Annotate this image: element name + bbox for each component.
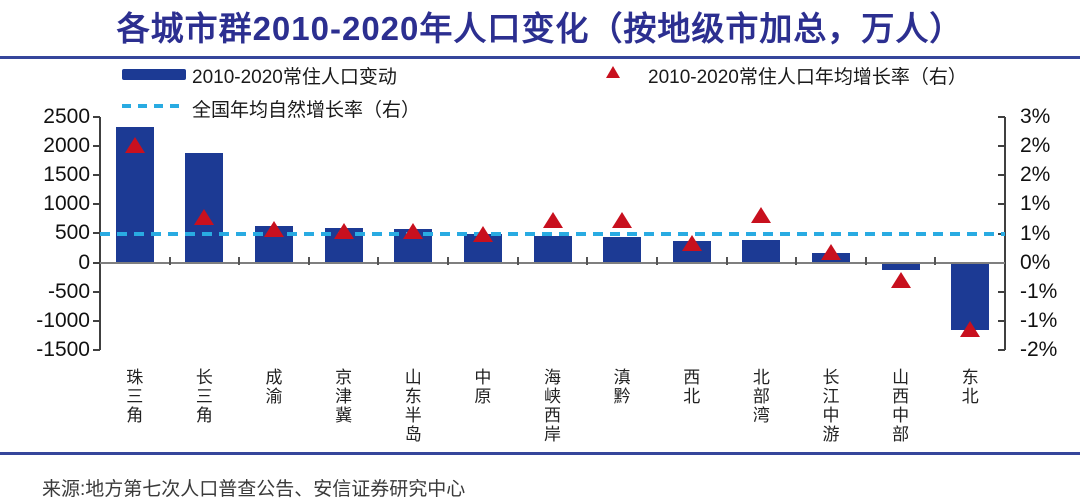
category-label: 中 原 bbox=[474, 368, 492, 406]
chart-title: 各城市群2010-2020年人口变化（按地级市加总，万人） bbox=[116, 10, 964, 47]
right-axis-tick bbox=[998, 174, 1005, 177]
category-label: 长 三 角 bbox=[195, 368, 213, 425]
right-axis-tick-label: 2% bbox=[1020, 163, 1051, 187]
category-boundary-tick bbox=[447, 256, 450, 265]
category-label: 山 东 半 岛 bbox=[404, 368, 422, 444]
right-axis-tick-label: 1% bbox=[1020, 221, 1051, 245]
category-boundary-tick bbox=[168, 256, 171, 265]
growth-rate-marker bbox=[194, 209, 215, 226]
category-label: 北 部 湾 bbox=[752, 368, 770, 425]
left-axis-tick-label: 500 bbox=[54, 221, 90, 245]
category-label: 山 西 中 部 bbox=[892, 368, 910, 444]
left-axis-tick bbox=[93, 145, 100, 148]
growth-rate-marker bbox=[960, 321, 981, 338]
title-divider-line bbox=[0, 56, 1080, 59]
bar bbox=[881, 262, 920, 270]
category-label: 京 津 冀 bbox=[335, 368, 353, 425]
right-axis-tick-label: 2% bbox=[1020, 134, 1051, 158]
left-axis-tick bbox=[93, 261, 100, 264]
right-axis-tick bbox=[998, 145, 1005, 148]
category-label: 长 江 中 游 bbox=[822, 368, 840, 444]
legend-triangle-icon bbox=[606, 66, 620, 78]
right-axis-tick bbox=[998, 116, 1005, 118]
bar bbox=[742, 239, 781, 263]
left-axis-tick bbox=[93, 115, 100, 118]
right-axis-tick bbox=[998, 203, 1005, 206]
right-axis-tick-label: -1% bbox=[1020, 308, 1058, 332]
growth-rate-marker bbox=[124, 136, 145, 153]
right-axis-tick-label: 1% bbox=[1020, 192, 1051, 216]
growth-rate-marker bbox=[264, 220, 285, 237]
category-boundary-tick bbox=[377, 256, 380, 265]
left-axis-tick-label: 1000 bbox=[43, 192, 90, 216]
category-boundary-tick bbox=[864, 256, 867, 265]
growth-rate-marker bbox=[612, 211, 633, 228]
right-axis-line bbox=[1004, 117, 1006, 350]
category-boundary-tick bbox=[238, 256, 241, 265]
growth-rate-marker bbox=[890, 272, 911, 289]
category-label: 东 北 bbox=[961, 368, 979, 406]
right-axis-tick-label: 3% bbox=[1020, 105, 1051, 128]
right-axis-tick-label: -2% bbox=[1020, 338, 1058, 361]
left-axis-tick-label: 1500 bbox=[43, 163, 90, 187]
category-label: 成 渝 bbox=[265, 368, 283, 406]
category-label: 西 北 bbox=[683, 368, 701, 406]
left-axis-tick-label: -1500 bbox=[36, 337, 90, 361]
legend-bar-label: 2010-2020常住人口变动 bbox=[192, 67, 397, 88]
growth-rate-marker bbox=[403, 223, 424, 240]
right-axis-tick bbox=[998, 290, 1005, 293]
source-text: 来源:地方第七次人口普查公告、安信证券研究中心 bbox=[42, 479, 466, 500]
category-boundary-tick bbox=[307, 256, 310, 265]
bar bbox=[185, 153, 224, 263]
right-axis-tick-label: -1% bbox=[1020, 279, 1058, 303]
bar bbox=[603, 236, 642, 263]
right-axis-tick bbox=[998, 349, 1005, 351]
right-axis-tick-label: 0% bbox=[1020, 250, 1051, 274]
category-boundary-tick bbox=[795, 256, 798, 265]
category-boundary-tick bbox=[934, 256, 937, 265]
left-axis-tick bbox=[93, 174, 100, 177]
category-label: 珠 三 角 bbox=[126, 368, 144, 425]
left-axis-tick-label: 2000 bbox=[43, 134, 90, 158]
left-axis-tick bbox=[93, 319, 100, 322]
category-boundary-tick bbox=[586, 256, 589, 265]
legend-natural-label: 全国年均自然增长率（右） bbox=[192, 100, 421, 121]
growth-rate-marker bbox=[333, 223, 354, 240]
natural-growth-dashed-line bbox=[100, 231, 1005, 236]
growth-rate-marker bbox=[472, 225, 493, 242]
left-axis-tick-label: 2500 bbox=[43, 104, 90, 128]
category-label: 滇 黔 bbox=[613, 368, 631, 406]
category-boundary-tick bbox=[725, 256, 728, 265]
bar bbox=[533, 235, 572, 263]
chart-bottom-border bbox=[0, 452, 1080, 455]
left-axis-tick-label: -1000 bbox=[36, 308, 90, 332]
category-label: 海 峡 西 岸 bbox=[544, 368, 561, 444]
legend-dashed-swatch bbox=[122, 104, 180, 108]
left-axis-tick-label: 0 bbox=[78, 250, 90, 274]
left-axis-tick-label: -500 bbox=[47, 279, 90, 303]
bar bbox=[951, 262, 990, 330]
growth-rate-marker bbox=[820, 244, 841, 261]
category-boundary-tick bbox=[655, 256, 658, 265]
left-axis-tick bbox=[93, 290, 100, 293]
left-axis-tick bbox=[93, 348, 100, 351]
growth-rate-marker bbox=[681, 234, 702, 251]
growth-rate-marker bbox=[751, 206, 772, 223]
legend-rate-label: 2010-2020常住人口年均增长率（右） bbox=[648, 67, 967, 88]
growth-rate-marker bbox=[542, 211, 563, 228]
left-axis-tick bbox=[93, 232, 100, 235]
left-axis-tick bbox=[93, 203, 100, 206]
right-axis-tick bbox=[998, 319, 1005, 322]
category-boundary-tick bbox=[516, 256, 519, 265]
legend-bar-swatch bbox=[122, 69, 186, 80]
zero-line bbox=[100, 261, 1005, 264]
